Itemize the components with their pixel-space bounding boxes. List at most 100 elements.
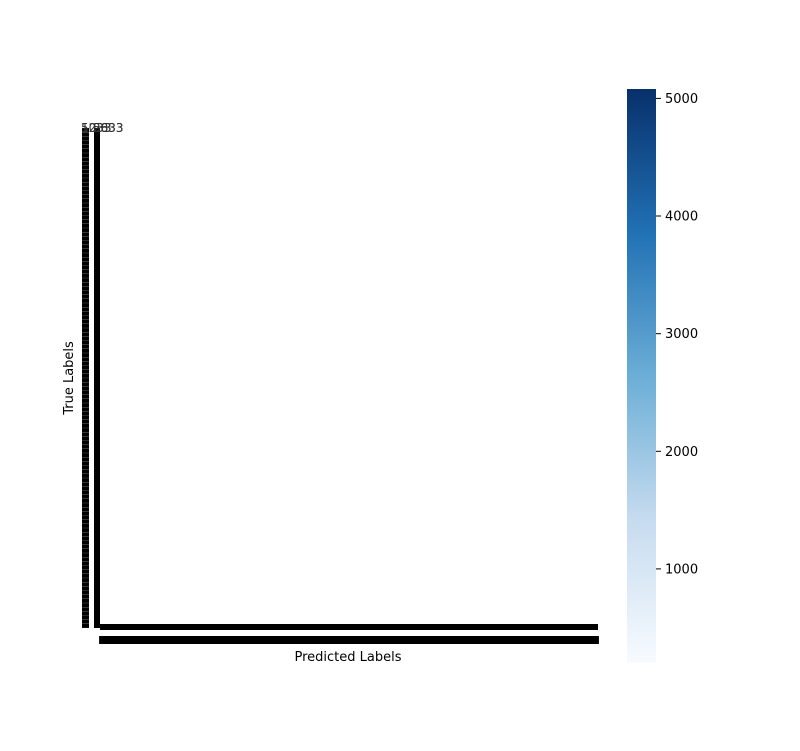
- x-tick-label: [285, 636, 292, 644]
- cell-annotation: 5033: [81, 121, 112, 135]
- y-tick-label: [82, 598, 89, 603]
- y-tick-label: [82, 140, 89, 145]
- y-tick-label: [82, 573, 89, 578]
- colorbar-tick-label: 4000: [665, 210, 698, 225]
- x-tick-label: [323, 636, 330, 644]
- x-tick-label: [522, 636, 529, 644]
- x-tick-label: [480, 636, 487, 644]
- y-tick-label: [82, 148, 89, 153]
- y-tick-label: [82, 261, 89, 266]
- x-tick-label: [144, 636, 151, 644]
- x-tick-label: [501, 636, 508, 644]
- x-tick-label: [439, 636, 446, 644]
- y-tick-label: [82, 294, 89, 299]
- x-tick-label: [422, 636, 429, 644]
- x-tick-label: [240, 636, 247, 644]
- y-tick-label: [82, 578, 89, 583]
- y-tick-label: [82, 190, 89, 195]
- y-tick-label: [82, 615, 89, 620]
- colorbar-ticks: 1000 2000 3000 4000 5000: [656, 92, 698, 577]
- y-tick-label: [82, 494, 89, 499]
- y-tick-label: [82, 553, 89, 558]
- y-tick-label: [82, 478, 89, 483]
- y-tick-label: [82, 523, 89, 528]
- y-tick-label: [82, 611, 89, 616]
- x-tick-label: [443, 636, 450, 644]
- x-tick-label: [128, 636, 135, 644]
- cell-annotation: 2633: [93, 121, 124, 135]
- x-tick-label: [211, 636, 218, 644]
- x-tick-label: [289, 636, 296, 644]
- cell-annotation: 1233: [81, 121, 112, 135]
- x-tick-label: [244, 636, 251, 644]
- x-tick-label: [107, 636, 114, 644]
- x-tick-label: [99, 636, 106, 644]
- x-tick-label: [580, 636, 587, 644]
- heatmap-left-column: [94, 128, 100, 628]
- y-tick-label: [82, 461, 89, 466]
- x-tick-label: [476, 636, 483, 644]
- x-tick-label: [455, 636, 462, 644]
- x-tick-label: [385, 636, 392, 644]
- x-tick-labels: [99, 624, 599, 644]
- y-tick-label: [82, 536, 89, 541]
- x-tick-label: [103, 636, 110, 644]
- x-tick-label: [592, 636, 599, 644]
- x-tick-label: [265, 636, 272, 644]
- x-tick-label: [190, 636, 197, 644]
- y-tick-label: [82, 173, 89, 178]
- x-tick-label: [381, 636, 388, 644]
- y-tick-label: [82, 557, 89, 562]
- x-tick-label: [339, 636, 346, 644]
- y-tick-label: [82, 444, 89, 449]
- y-tick-label: [82, 423, 89, 428]
- y-tick-label: [82, 469, 89, 474]
- x-tick-label: [327, 636, 334, 644]
- x-tick-label: [538, 636, 545, 644]
- y-tick-label: [82, 473, 89, 478]
- y-tick-label: [82, 340, 89, 345]
- y-tick-label: [82, 503, 89, 508]
- y-tick-label: [82, 265, 89, 270]
- x-tick-label: [119, 636, 126, 644]
- x-tick-label: [360, 636, 367, 644]
- y-tick-label: [82, 565, 89, 570]
- heatmap-bottom-row: [100, 624, 598, 630]
- y-tick-label: [82, 528, 89, 533]
- y-tick-label: [82, 344, 89, 349]
- y-tick-label: [82, 415, 89, 420]
- y-tick-label: [82, 586, 89, 591]
- x-tick-label: [219, 636, 226, 644]
- y-tick-label: [82, 590, 89, 595]
- y-tick-label: [82, 594, 89, 599]
- x-tick-label: [157, 636, 164, 644]
- y-tick-label: [82, 323, 89, 328]
- x-tick-label: [451, 636, 458, 644]
- y-tick-label: [82, 603, 89, 608]
- x-tick-label: [111, 636, 118, 644]
- x-tick-label: [431, 636, 438, 644]
- y-tick-label: [82, 548, 89, 553]
- x-tick-label: [343, 636, 350, 644]
- x-tick-label: [140, 636, 147, 644]
- y-tick-label: [82, 307, 89, 312]
- y-tick-label: [82, 373, 89, 378]
- x-tick-label: [273, 636, 280, 644]
- y-tick-label: [82, 182, 89, 187]
- x-tick-label: [252, 636, 259, 644]
- y-tick-label: [82, 286, 89, 291]
- colorbar-tick-label: 2000: [665, 445, 698, 460]
- x-tick-label: [194, 636, 201, 644]
- y-tick-label: [82, 532, 89, 537]
- x-tick-label: [377, 636, 384, 644]
- x-tick-label: [173, 636, 180, 644]
- x-tick-label: [397, 636, 404, 644]
- colorbar-tick-label: 3000: [665, 327, 698, 342]
- y-tick-labels: [82, 128, 100, 628]
- x-tick-label: [256, 636, 263, 644]
- x-tick-label: [435, 636, 442, 644]
- x-tick-label: [161, 636, 168, 644]
- x-tick-label: [410, 636, 417, 644]
- y-tick-label: [82, 232, 89, 237]
